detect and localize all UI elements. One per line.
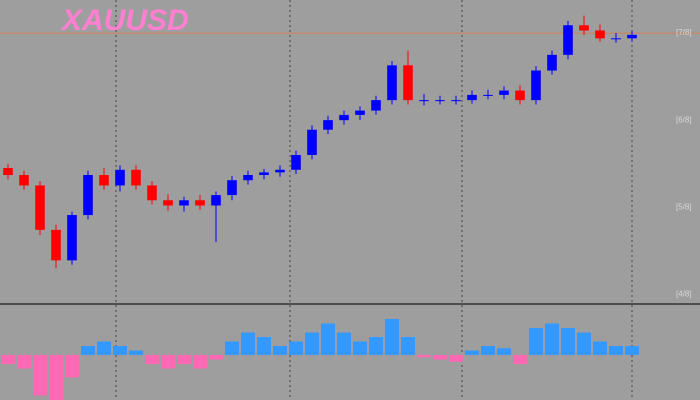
oscillator-bar (529, 328, 543, 355)
candle-body (499, 90, 509, 95)
candle-body (563, 25, 573, 55)
oscillator-bar (385, 319, 399, 355)
candle-body (195, 200, 205, 206)
candle-body (483, 94, 493, 96)
candle-body (115, 169, 125, 186)
candle-body (227, 180, 237, 196)
oscillator-bar (401, 337, 415, 355)
oscillator-bar (465, 350, 479, 355)
candle-body (147, 185, 157, 201)
oscillator-bar (225, 341, 239, 355)
candle-body (371, 100, 381, 111)
candle-body (131, 169, 141, 186)
oscillator-bar (513, 355, 527, 364)
candle-body (611, 38, 621, 40)
candle-body (451, 100, 461, 102)
candle-body (419, 100, 429, 102)
candle-body (211, 195, 221, 206)
candle-body (259, 172, 269, 176)
candle-body (243, 175, 253, 181)
candle-body (19, 175, 29, 186)
oscillator-bar (97, 341, 111, 355)
oscillator-bar (17, 355, 31, 369)
candle-body (547, 54, 557, 71)
oscillator-bar (289, 341, 303, 355)
candle-body (403, 65, 413, 101)
candle-body (307, 129, 317, 155)
candle-body (323, 120, 333, 130)
candle-body (339, 114, 349, 121)
oscillator-bar (305, 332, 319, 355)
oscillator-bar (497, 348, 511, 355)
oscillator-bar (33, 355, 47, 396)
candle-body (627, 34, 637, 39)
oscillator-bar (337, 332, 351, 355)
candle-body (531, 70, 541, 101)
candle-body (515, 90, 525, 101)
oscillator-bar (545, 323, 559, 355)
oscillator-bar (161, 355, 175, 369)
oscillator-bar (129, 350, 143, 355)
oscillator-bar (49, 355, 63, 400)
oscillator-bar (193, 355, 207, 369)
chart-title: XAUUSD (60, 4, 189, 37)
oscillator-bar (625, 346, 639, 355)
oscillator-bar (1, 355, 15, 364)
candle-body (275, 169, 285, 173)
oscillator-bar (353, 341, 367, 355)
oscillator-bar (369, 337, 383, 355)
oscillator-bar (481, 346, 495, 355)
y-tick-label: [4/8] (676, 289, 692, 298)
candle-body (579, 25, 589, 31)
oscillator-bar (145, 355, 159, 364)
candle-body (83, 175, 93, 216)
oscillator-bar (65, 355, 79, 378)
candle-body (291, 154, 301, 170)
candle-body (355, 110, 365, 115)
candle-body (387, 65, 397, 101)
oscillator-bar (321, 323, 335, 355)
oscillator-bar (417, 355, 431, 358)
candle-body (51, 229, 61, 261)
candle-body (435, 100, 445, 102)
oscillator-bar (257, 337, 271, 355)
oscillator-bar (593, 341, 607, 355)
oscillator-bar (433, 355, 447, 360)
y-tick-label: [7/8] (676, 28, 692, 37)
oscillator-bar (241, 332, 255, 355)
oscillator-bar (609, 346, 623, 355)
oscillator-bar (209, 355, 223, 360)
oscillator-bar (577, 332, 591, 355)
oscillator-bar (81, 346, 95, 355)
candle-body (67, 215, 77, 261)
candle-body (595, 30, 605, 39)
oscillator-bar (561, 328, 575, 355)
candle-body (467, 94, 477, 101)
candle-body (179, 200, 189, 206)
candle-body (35, 185, 45, 230)
y-tick-label: [6/8] (676, 115, 692, 124)
y-tick-label: [5/8] (676, 202, 692, 211)
oscillator-bar (449, 355, 463, 362)
candle-body (163, 200, 173, 206)
oscillator-bar (273, 346, 287, 355)
candle-body (99, 175, 109, 186)
candle-body (3, 168, 13, 176)
oscillator-bar (177, 355, 191, 364)
oscillator-bar (113, 346, 127, 355)
